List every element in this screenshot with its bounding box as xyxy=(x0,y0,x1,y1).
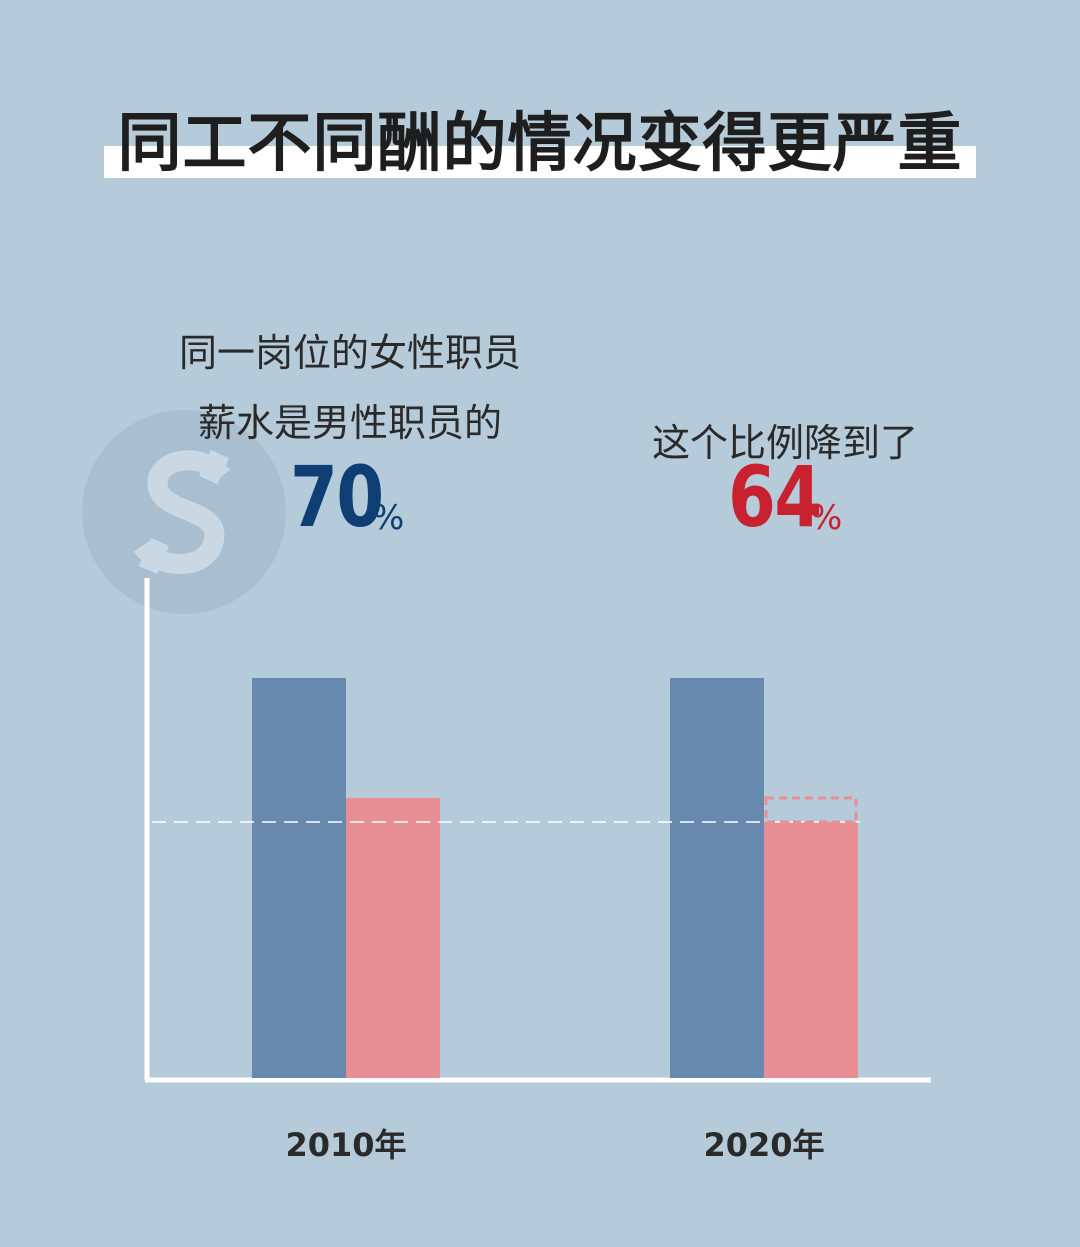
chart-title: 同工不同酬的情况变得更严重 xyxy=(117,107,963,181)
value-2010: 70% xyxy=(290,448,405,546)
value-2010-unit: % xyxy=(372,498,405,538)
previous-value-outline xyxy=(764,796,858,824)
value-2010-number: 70 xyxy=(290,448,384,546)
left-caption-line1: 同一岗位的女性职员 xyxy=(178,331,521,375)
x-tick-label-2010: 2010年 xyxy=(285,1126,407,1164)
dollar-coin-icon xyxy=(82,410,286,614)
bar-2010年-series-1 xyxy=(252,678,346,1078)
value-2020-unit: % xyxy=(810,498,843,538)
title-underline-bar xyxy=(104,146,976,178)
bar-2020年-series-2 xyxy=(764,822,858,1078)
value-2020-number: 64 xyxy=(728,448,822,546)
bar-2020年-series-1 xyxy=(670,678,764,1078)
value-2020: 64% xyxy=(728,448,843,546)
x-tick-label-2020: 2020年 xyxy=(703,1126,825,1164)
dollar-sign-icon xyxy=(133,449,230,574)
right-caption-line1: 这个比例降到了 xyxy=(651,421,918,465)
bar-2010年-series-2 xyxy=(346,798,440,1078)
left-caption-line2: 薪水是男性职员的 xyxy=(197,401,502,445)
